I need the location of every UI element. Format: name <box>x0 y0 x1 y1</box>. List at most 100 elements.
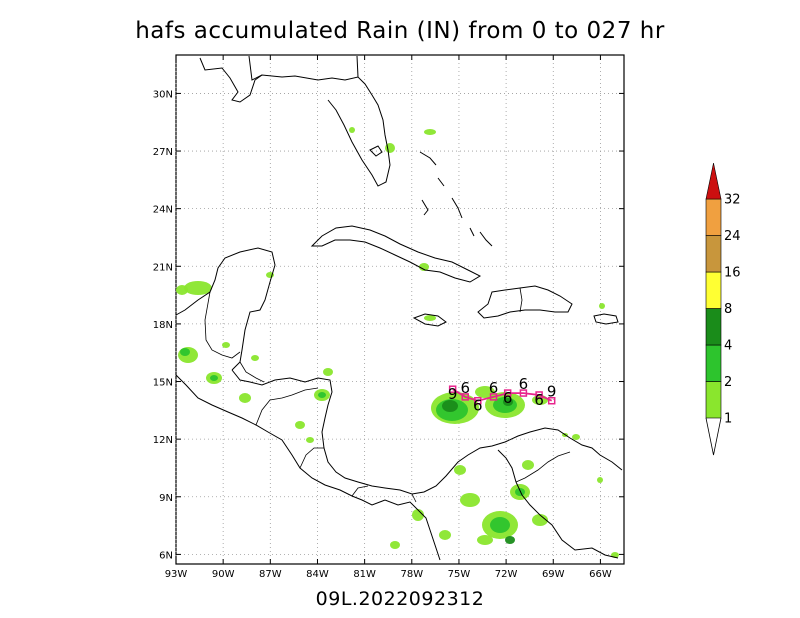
rain-patch <box>424 315 436 321</box>
x-tick-label: 78W <box>400 569 423 580</box>
x-tick-label: 66W <box>589 569 612 580</box>
coastline-caribbean-ca <box>231 369 623 495</box>
rain-patch <box>419 263 429 271</box>
x-tick-label: 69W <box>542 569 565 580</box>
country-borders <box>204 287 571 503</box>
x-tick-label: 72W <box>495 569 518 580</box>
legend-swatch <box>705 308 722 346</box>
rain-patch <box>176 285 188 295</box>
rain-patch <box>349 127 355 133</box>
rain-patch <box>180 348 190 356</box>
rain-patch <box>597 477 603 483</box>
x-tick-label: 93W <box>165 569 188 580</box>
chart-title: hafs accumulated Rain (IN) from 0 to 027… <box>135 18 665 44</box>
legend-swatch <box>705 198 722 236</box>
axes: 93W 90W 87W 84W 81W 78W 75W 72W 69W 66W 6N 9N 12N 15N… <box>153 55 624 580</box>
rain-patch <box>239 393 251 403</box>
rain-patch <box>424 129 436 135</box>
y-tick-label: 15N <box>153 378 173 389</box>
rain-patch <box>454 465 466 475</box>
legend-label: 24 <box>724 229 741 244</box>
rain-patch <box>477 535 493 545</box>
legend-swatch <box>705 381 722 419</box>
legend-swatch <box>705 344 722 382</box>
rain-patch <box>515 488 525 496</box>
rain-patch <box>306 437 314 443</box>
track-point-label: 6 <box>503 389 513 407</box>
legend-label: 1 <box>724 412 732 427</box>
rain-patch <box>222 342 230 348</box>
track-point <box>489 393 498 401</box>
rain-patch <box>460 493 480 507</box>
rain-patch <box>390 541 400 549</box>
legend-label: 16 <box>724 266 741 281</box>
rain-patch <box>295 421 305 429</box>
rain-patch <box>503 398 513 406</box>
rain-patch <box>572 434 580 440</box>
track-point-label: 9 <box>448 385 458 403</box>
rain-patch <box>442 400 458 412</box>
coastline-central-america <box>175 374 441 561</box>
coastline-gulf-east <box>356 55 359 78</box>
x-tick-label: 81W <box>353 569 376 580</box>
y-tick-label: 21N <box>153 262 173 273</box>
coastline-gulf-north <box>248 55 263 81</box>
track-point <box>474 396 482 405</box>
rain-patch <box>599 303 605 309</box>
rain-patch <box>532 514 548 526</box>
coastline-puerto-rico <box>593 313 619 325</box>
track-point <box>535 391 543 399</box>
y-tick-label: 9N <box>159 493 173 504</box>
rain-patch <box>318 392 326 398</box>
y-tick-label: 6N <box>159 550 173 561</box>
coastline-south-america <box>497 449 619 559</box>
rain-patch <box>184 281 212 295</box>
legend-label: 2 <box>724 375 732 390</box>
rain-patch <box>490 517 510 533</box>
y-tick-label: 18N <box>153 320 173 331</box>
y-tick-label: 27N <box>153 147 173 158</box>
legend-label: 8 <box>724 302 732 317</box>
rain-patch <box>210 375 218 381</box>
track-point-label: 6 <box>519 375 529 393</box>
track-point-label: 6 <box>460 379 470 397</box>
map-frame <box>175 54 625 565</box>
track-point-label: 6 <box>473 397 483 415</box>
track-point-label: 6 <box>489 379 499 397</box>
rain-patch <box>323 368 333 376</box>
rain-patch <box>251 355 259 361</box>
track-point <box>448 385 457 393</box>
rain-patch <box>522 460 534 470</box>
track-point-label: 9 <box>547 383 557 401</box>
rain-patch <box>412 509 424 521</box>
rain-patch <box>439 530 451 540</box>
track-point <box>519 389 528 397</box>
track-point-label: 6 <box>534 391 544 409</box>
legend-swatch <box>705 271 722 309</box>
coastlines <box>175 55 623 561</box>
coastline-hispaniola <box>477 285 573 319</box>
x-tick-label: 90W <box>212 569 235 580</box>
x-tick-label: 87W <box>259 569 282 580</box>
track-point <box>547 396 556 405</box>
x-tick-label: 84W <box>306 569 329 580</box>
coastline-cuba <box>310 225 482 283</box>
rain-patch <box>505 536 515 544</box>
legend-label: 32 <box>724 193 741 208</box>
y-tick-label: 12N <box>153 435 173 446</box>
y-tick-label: 30N <box>153 89 173 100</box>
lake-okeechobee <box>369 145 383 157</box>
y-tick-label: 24N <box>153 205 173 216</box>
coastline-jamaica <box>412 313 447 327</box>
track-point <box>503 389 512 397</box>
legend-tail <box>705 417 722 456</box>
track-point <box>461 393 469 401</box>
coastline-bahamas <box>419 151 493 247</box>
legend-label: 4 <box>724 339 732 354</box>
x-tick-label: 75W <box>448 569 471 580</box>
legend-swatch-top <box>705 162 722 200</box>
